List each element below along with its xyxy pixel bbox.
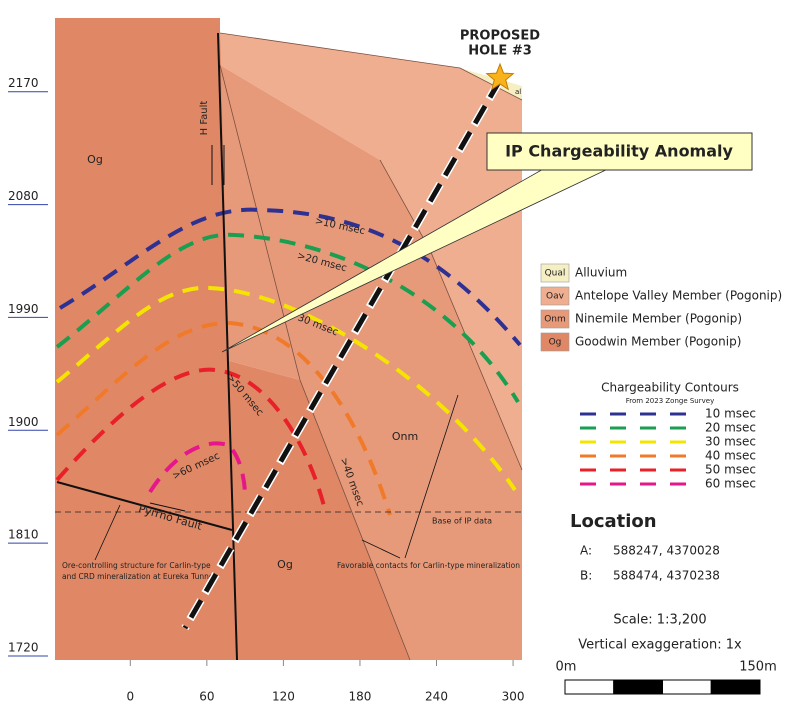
x-tick-label: 120 [272, 690, 295, 704]
legend-code: Qual [545, 269, 566, 279]
hole-label: PROPOSED [460, 29, 540, 44]
callout-text: IP Chargeability Anomaly [505, 142, 733, 161]
location-title: Location [570, 511, 657, 532]
legend-name: Ninemile Member (Pogonip) [575, 312, 742, 326]
cross-section-figure: >10 msec>20 msec30 msec>40 msec>50 msec>… [0, 0, 793, 704]
base-ip-label: Base of IP data [432, 517, 492, 526]
fault-label: H Fault [199, 101, 210, 136]
contour-legend-label: 40 msec [705, 449, 756, 463]
x-tick-label: 240 [425, 690, 448, 704]
y-tick-label: 1990 [8, 302, 39, 316]
exaggeration-text: Vertical exaggeration: 1x [578, 638, 742, 653]
legend-name: Antelope Valley Member (Pogonip) [575, 289, 782, 303]
y-tick-label: 1900 [8, 415, 39, 429]
qal-tag: al [515, 88, 521, 96]
unit-label: Onm [392, 430, 418, 443]
legend-code: Og [549, 338, 562, 348]
unit-label: Og [87, 153, 103, 166]
contour-legend-subtitle: From 2023 Zonge Survey [626, 397, 714, 405]
legend-code: Oav [546, 292, 565, 302]
legend-code: Onm [544, 315, 566, 325]
scale-bar-label: 0m [556, 660, 577, 675]
y-tick-label: 1720 [8, 640, 39, 654]
location-label: A: [580, 544, 592, 558]
note: Favorable contacts for Carlin-type miner… [337, 561, 520, 570]
x-tick-label: 180 [349, 690, 372, 704]
x-tick-label: 60 [199, 690, 214, 704]
location-label: B: [580, 569, 592, 583]
hole-label: HOLE #3 [468, 44, 532, 59]
y-tick-label: 2080 [8, 189, 39, 203]
contour-legend-title: Chargeability Contours [601, 381, 739, 395]
note: Ore-controlling structure for Carlin-typ… [62, 561, 211, 570]
contour-legend-label: 20 msec [705, 421, 756, 435]
legend-name: Alluvium [575, 266, 627, 280]
scale-text: Scale: 1:3,200 [613, 613, 706, 628]
x-tick-label: 0 [126, 690, 134, 704]
contour-legend-label: 30 msec [705, 435, 756, 449]
location-coords: 588247, 4370028 [613, 544, 720, 558]
scale-bar-segment [614, 680, 663, 694]
contour-legend-label: 60 msec [705, 477, 756, 491]
y-tick-label: 2170 [8, 76, 39, 90]
y-tick-label: 1810 [8, 528, 39, 542]
x-tick-label: 300 [502, 690, 525, 704]
contour-legend-label: 10 msec [705, 407, 756, 421]
page: { "axes": {"xlim": [-59, 307], "ylim": [… [0, 0, 793, 704]
legend-name: Goodwin Member (Pogonip) [575, 335, 741, 349]
scale-bar-label: 150m [739, 660, 776, 675]
scale-bar-segment [565, 680, 614, 694]
location-coords: 588474, 4370238 [613, 569, 720, 583]
scale-bar-segment [711, 680, 760, 694]
contour-legend-label: 50 msec [705, 463, 756, 477]
note: and CRD mineralization at Eureka Tunnel [62, 572, 216, 581]
unit-label: Og [277, 558, 293, 571]
scale-bar-segment [663, 680, 712, 694]
